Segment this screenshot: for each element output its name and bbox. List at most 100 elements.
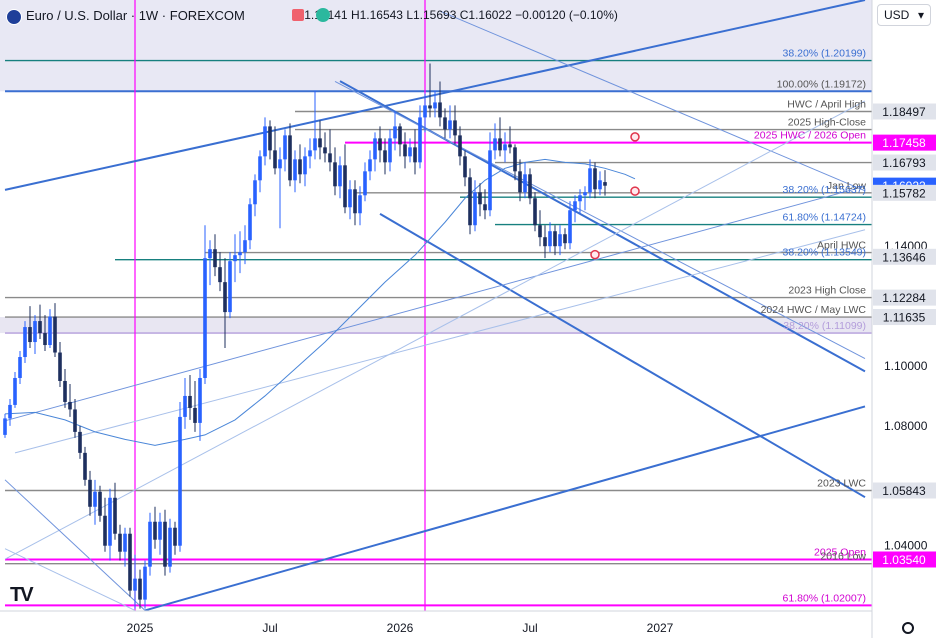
candle-40 [203,225,207,384]
level-label-4: 2025 HWC / 2026 Open [754,130,866,142]
level-label-13: 38.20% (1.11099) [783,320,866,332]
candle-43 [218,252,222,292]
chevron-down-icon: ▾ [917,8,924,22]
ohlc-high: H1.16543 [350,8,403,22]
candle-body [288,135,292,181]
candle-37 [188,374,192,420]
candle-body [378,138,382,151]
candle-1 [8,398,12,426]
candle-body [498,138,502,151]
candle-74 [373,132,377,172]
candle-body [133,578,137,591]
candle-95 [478,183,482,217]
candle-14 [73,398,77,438]
candle-body [28,327,32,343]
candle-47 [238,231,242,274]
candle-body [408,147,412,157]
candle-58 [293,150,297,193]
candle-body [508,144,512,148]
candle-114 [573,195,577,223]
level-label-14: 2023 LWC [817,478,866,490]
candle-30 [153,506,157,549]
candle-5 [28,306,32,349]
level-label-15: 2025 Open [814,546,866,558]
candle-body [23,327,27,358]
candle-117 [588,159,592,199]
candle-body [68,401,72,410]
level-label-3: 2025 High-Close [788,117,866,129]
candle-108 [543,225,547,259]
candle-body [58,352,62,381]
candle-7 [38,304,42,340]
candle-body [18,357,22,378]
candle-88 [443,108,447,139]
price-tag-text: 1.16793 [882,156,926,170]
candle-26 [133,554,137,609]
support-zone [0,317,872,334]
price-tag-2: 1.16793 [873,154,936,171]
candle-106 [533,192,537,232]
candle-body [213,249,217,268]
ohlc-change: −0.00120 (−0.10%) [515,8,618,22]
candle-body [448,120,452,130]
candle-65 [328,129,332,172]
candle-body [233,255,237,262]
candle-93 [468,168,472,235]
candle-17 [88,470,92,516]
candle-79 [398,123,402,157]
candle-48 [243,225,247,265]
candle-90 [453,105,457,145]
price-tag-text: 1.11635 [883,311,926,325]
y-tick-label: 1.08000 [884,419,928,433]
candle-body [223,282,227,313]
candle-body [513,147,517,172]
candle-8 [43,315,47,352]
candle-body [503,144,507,151]
candle-body [543,237,547,247]
candle-body [108,497,112,546]
candle-body [578,195,582,202]
candle-66 [333,147,337,196]
candle-63 [318,120,322,160]
candle-body [253,180,257,205]
candle-83 [418,105,422,169]
candle-body [128,533,132,591]
candle-4 [23,321,27,364]
candle-body [518,171,522,193]
candle-62 [313,90,317,160]
trendline-6 [4,185,866,422]
candle-101 [508,126,512,154]
candle-body [63,380,67,402]
candle-87 [438,81,442,127]
candle-body [323,147,327,154]
market-status-icon[interactable] [292,9,304,21]
candle-102 [513,144,517,181]
candle-body [3,418,7,435]
candle-body [78,431,82,453]
candle-body [238,252,242,256]
level-label-11: 2023 High Close [788,285,866,297]
candle-body [573,201,577,211]
candle-body [263,126,267,157]
candle-92 [463,150,467,187]
candle-body [168,527,172,567]
candle-body [48,316,52,346]
candle-34 [173,521,177,555]
indicator-eye-icon[interactable] [316,8,330,22]
candle-body [228,261,232,313]
candle-51 [258,150,262,193]
candle-body [298,159,302,175]
price-tag-bg [873,248,936,265]
candle-body [258,156,262,181]
candle-body [188,395,192,408]
candle-111 [558,225,562,256]
tradingview-logo[interactable]: TV [10,584,34,606]
level-label-1: 100.00% (1.19172) [777,78,866,90]
symbol-title[interactable]: Euro / U.S. Dollar · 1W · FOREXCOM [26,7,245,23]
currency-selector[interactable]: USD ▾ [877,4,931,26]
gear-icon[interactable] [902,622,914,634]
trendline-4 [439,10,866,192]
candle-113 [568,201,572,250]
price-tag-bg [873,289,936,306]
